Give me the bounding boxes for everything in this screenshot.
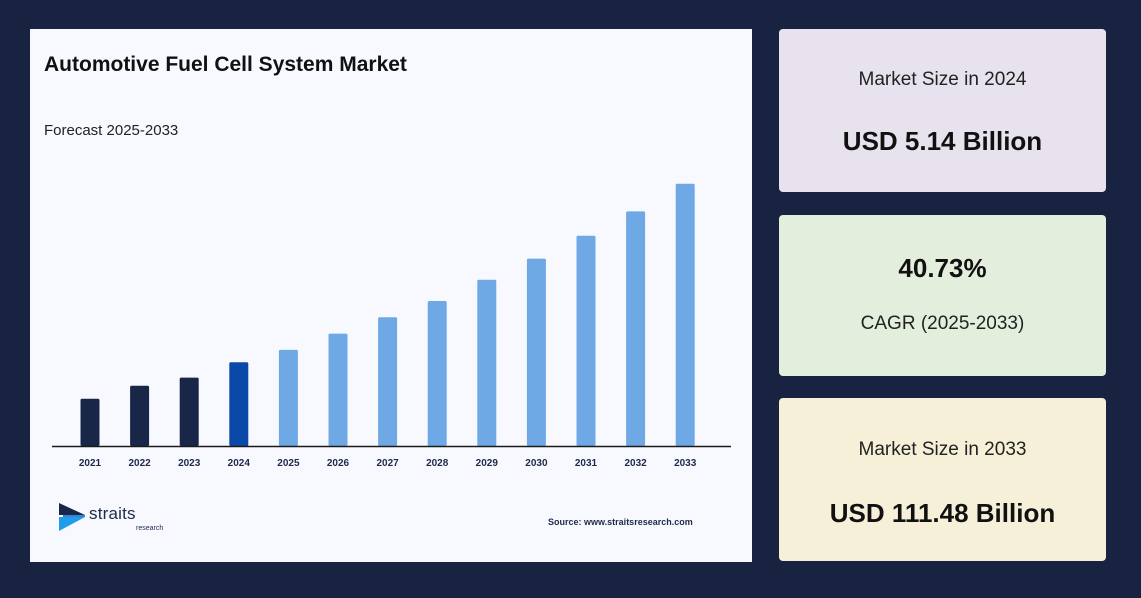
source-text: Source: www.straitsresearch.com [548, 517, 693, 527]
card-label: CAGR (2025-2033) [860, 313, 1025, 334]
bar-2028 [427, 301, 447, 446]
card-value: USD 111.48 Billion [829, 498, 1056, 528]
straits-logo: straits research [57, 501, 167, 541]
bar-2031 [576, 235, 596, 446]
x-tick-label: 2025 [277, 458, 300, 469]
x-tick-label: 2032 [624, 458, 647, 469]
logo-text: straits [89, 504, 136, 523]
x-tick-label: 2021 [79, 458, 102, 469]
bar-2024 [229, 362, 249, 446]
bar-2030 [526, 258, 546, 446]
bar-2026 [328, 333, 348, 446]
straits-logo-icon [59, 503, 85, 531]
chart-subtitle: Forecast 2025-2033 [44, 122, 179, 139]
card-label: Market Size in 2033 [858, 439, 1027, 460]
x-tick-label: 2028 [426, 458, 449, 469]
x-tick-label: 2027 [376, 458, 399, 469]
chart-panel: Automotive Fuel Cell System Market Forec… [30, 29, 752, 562]
x-tick-label: 2033 [674, 458, 697, 469]
bar-2027 [378, 317, 398, 446]
market-size-2033-card: Market Size in 2033 USD 111.48 Billion [779, 398, 1106, 561]
logo-subtext: research [136, 525, 164, 532]
x-tick-label: 2023 [178, 458, 201, 469]
card-label: Market Size in 2024 [858, 69, 1027, 90]
x-tick-label: 2031 [575, 458, 598, 469]
bar-2021 [80, 398, 100, 446]
x-tick-label: 2026 [327, 458, 350, 469]
chart-title: Automotive Fuel Cell System Market [44, 53, 407, 76]
x-tick-label: 2022 [128, 458, 151, 469]
x-tick-label: 2030 [525, 458, 548, 469]
bar-2023 [179, 377, 199, 446]
bar-2032 [626, 211, 646, 446]
bar-chart: 2021 2022 2023 2024 2025 2026 2027 2028 2029 2030… [52, 183, 731, 469]
bar-2022 [130, 385, 150, 446]
card-value: USD 5.14 Billion [842, 126, 1043, 156]
x-tick-label: 2024 [228, 458, 251, 469]
bar-2029 [477, 279, 497, 446]
bar-2033 [675, 183, 695, 446]
bar-2025 [278, 349, 298, 446]
cagr-card: 40.73% CAGR (2025-2033) [779, 215, 1106, 376]
card-value: 40.73% [898, 253, 987, 283]
market-size-2024-card: Market Size in 2024 USD 5.14 Billion [779, 29, 1106, 192]
x-tick-label: 2029 [476, 458, 499, 469]
